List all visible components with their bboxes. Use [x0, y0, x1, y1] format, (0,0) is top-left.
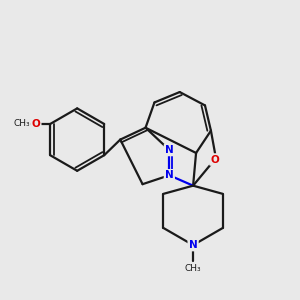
Text: O: O	[32, 119, 40, 129]
Text: O: O	[210, 154, 219, 164]
Text: N: N	[165, 145, 174, 155]
Text: N: N	[189, 240, 197, 250]
Text: CH₃: CH₃	[13, 119, 30, 128]
Text: CH₃: CH₃	[185, 263, 201, 272]
Text: N: N	[165, 170, 174, 180]
